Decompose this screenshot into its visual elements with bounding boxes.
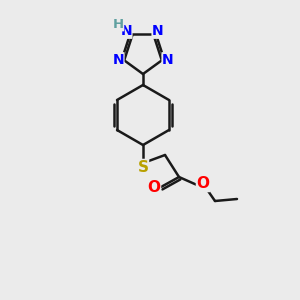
Text: N: N [112, 53, 124, 67]
Text: N: N [120, 24, 132, 38]
Text: O: O [148, 181, 160, 196]
Text: O: O [196, 176, 209, 191]
Text: N: N [162, 53, 174, 67]
Text: N: N [152, 24, 164, 38]
Text: S: S [137, 160, 148, 175]
Text: H: H [112, 18, 124, 31]
